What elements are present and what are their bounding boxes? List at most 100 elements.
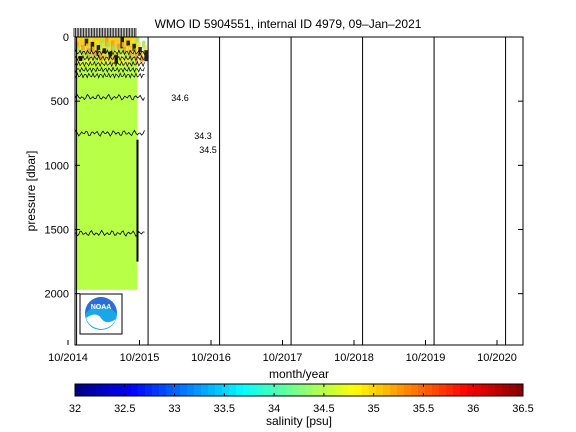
colorbar-cell: [236, 384, 244, 396]
surface-patch: [104, 37, 109, 47]
contour-label: 34.6: [171, 93, 189, 103]
surface-patch: [132, 43, 136, 51]
salinity-band-2: [75, 65, 138, 290]
surface-patch: [131, 39, 135, 45]
plot-frame: [74, 36, 524, 346]
colorbar-cell: [348, 384, 356, 396]
surface-patch: [127, 45, 132, 53]
surface-patch: [113, 49, 117, 57]
surface-patch: [138, 47, 142, 57]
colorbar-cell: [404, 384, 412, 396]
surface-patch: [94, 56, 98, 64]
y-tick-label: 1000: [45, 160, 69, 172]
colorbar-cell: [397, 384, 405, 396]
x-tick-label: 10/2015: [120, 352, 160, 364]
colorbar-cell: [215, 384, 223, 396]
y-tick-label: 2000: [45, 289, 69, 301]
surface-patch: [83, 54, 88, 60]
surface-patch: [97, 49, 102, 55]
contour-upper: [75, 66, 145, 74]
colorbar-cell: [376, 384, 384, 396]
colorbar-cell: [278, 384, 286, 396]
colorbar-cell: [488, 384, 496, 396]
colorbar-cell: [439, 384, 447, 396]
colorbar-cell: [96, 384, 104, 396]
colorbar-cell: [180, 384, 188, 396]
colorbar-cell: [334, 384, 342, 396]
colorbar-cell: [432, 384, 440, 396]
colorbar-cell: [341, 384, 349, 396]
colorbar-cell: [390, 384, 398, 396]
colorbar-cell: [124, 384, 132, 396]
colorbar-tick-label: 34: [268, 403, 280, 415]
y-axis-label: pressure [dbar]: [24, 151, 38, 232]
colorbar-cell: [75, 384, 83, 396]
y-tick-label: 0: [63, 32, 69, 44]
colorbar-tick-label: 32: [69, 403, 81, 415]
surface-patch: [126, 40, 130, 46]
colorbar-cell: [425, 384, 433, 396]
surface-patch: [112, 45, 116, 51]
colorbar-cell: [320, 384, 328, 396]
colorbar-cell: [159, 384, 167, 396]
salinity-contours: [75, 49, 145, 262]
colorbar-cell: [131, 384, 139, 396]
colorbar-cell: [383, 384, 391, 396]
colorbar-cell: [362, 384, 370, 396]
colorbar-cell: [271, 384, 279, 396]
surface-patch: [100, 38, 104, 48]
x-axis: 10/2014 10/2015 10/2016 10/2017 10/2018 10/20…: [48, 340, 517, 364]
surface-patch: [99, 54, 103, 62]
chart-title: WMO ID 5904551, internal ID 4979, 09–Jan…: [154, 17, 422, 31]
colorbar-cell: [446, 384, 454, 396]
colorbar-tick-label: 32.5: [114, 403, 135, 415]
svg-text:NOAA: NOAA: [91, 304, 112, 311]
surface-patch: [109, 56, 114, 66]
colorbar-cell: [495, 384, 503, 396]
surface-patch: [121, 42, 126, 48]
noaa-logo: NOAA: [79, 293, 123, 335]
x-tick-label: 10/2014: [48, 352, 88, 364]
x-tick-label: 10/2017: [263, 352, 303, 364]
surface-patch: [143, 45, 147, 55]
colorbar-cell: [257, 384, 265, 396]
contour-upper: [75, 49, 145, 56]
colorbar-label: salinity [psu]: [266, 414, 332, 428]
surface-patch: [76, 46, 80, 56]
surface-patch: [122, 46, 127, 54]
colorbar-cell: [173, 384, 181, 396]
surface-patch: [141, 40, 146, 48]
colorbar-cell: [299, 384, 307, 396]
surface-patch: [88, 52, 92, 58]
colorbar-cell: [481, 384, 489, 396]
colorbar-cell: [229, 384, 237, 396]
surface-patch: [108, 51, 113, 59]
contour-upper: [75, 72, 145, 79]
colorbar-cell: [264, 384, 272, 396]
x-tick-label: 10/2016: [191, 352, 231, 364]
surface-patch: [79, 40, 84, 48]
surface-patch: [128, 50, 133, 60]
y-axis: 0 500 1000 1500 2000: [45, 32, 523, 301]
colorbar-cell: [82, 384, 90, 396]
surface-patch: [93, 51, 97, 57]
surface-patch: [137, 42, 141, 50]
colorbar-ticks: 32 32.5 33 33.5 34 34.5 35 35.5 36 36.5: [69, 384, 534, 415]
surface-patch: [102, 48, 107, 54]
colorbar-cell: [502, 384, 510, 396]
surface-patch: [107, 46, 111, 52]
colorbar-cell: [474, 384, 482, 396]
surface-patch: [140, 56, 145, 62]
salinity-colorbar: [74, 383, 524, 397]
surface-patch: [125, 56, 129, 68]
colorbar-cell: [145, 384, 153, 396]
y-tick-label: 1500: [45, 225, 69, 237]
contour-label: 34.3: [194, 131, 212, 141]
colorbar-cell: [243, 384, 251, 396]
colorbar-cell: [138, 384, 146, 396]
colorbar-cell: [411, 384, 419, 396]
colorbar-cell: [418, 384, 426, 396]
colorbar-cell: [89, 384, 97, 396]
surface-patch: [90, 41, 95, 51]
